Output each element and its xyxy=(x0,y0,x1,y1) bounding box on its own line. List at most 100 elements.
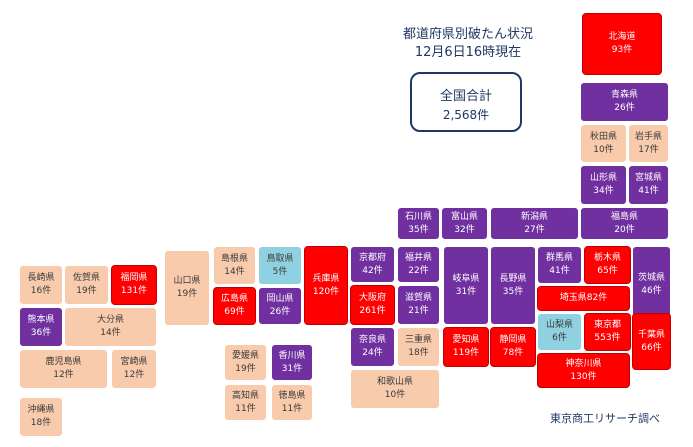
prefecture-name: 新潟県 xyxy=(520,211,548,222)
prefecture-tottori: 鳥取県 5件 xyxy=(258,246,302,285)
prefecture-wakayama: 和歌山県 10件 xyxy=(350,369,440,409)
prefecture-yamanashi: 山梨県 6件 xyxy=(537,313,582,351)
prefecture-tokyo: 東京都 553件 xyxy=(584,313,631,351)
prefecture-count: 41件 xyxy=(549,266,570,276)
prefecture-count: 6件 xyxy=(552,333,567,343)
prefecture-name: 長野県 xyxy=(499,273,527,284)
prefecture-aomori: 青森県 26件 xyxy=(580,82,669,122)
prefecture-nagano: 長野県 35件 xyxy=(490,246,536,325)
prefecture-kanagawa: 神奈川県 130件 xyxy=(537,353,630,388)
prefecture-yamaguchi: 山口県 19件 xyxy=(164,250,210,326)
prefecture-name: 埼玉県 xyxy=(559,293,587,303)
prefecture-count: 69件 xyxy=(224,307,245,317)
prefecture-name: 鳥取県 xyxy=(266,253,294,264)
prefecture-count: 20件 xyxy=(614,224,635,235)
prefecture-count: 10件 xyxy=(384,390,406,400)
prefecture-name: 北海道 xyxy=(608,32,636,42)
prefecture-count: 119件 xyxy=(452,348,480,358)
prefecture-name: 愛媛県 xyxy=(231,350,259,361)
prefecture-name: 東京都 xyxy=(593,320,621,330)
prefecture-niigata: 新潟県 27件 xyxy=(490,207,579,240)
prefecture-count: 11件 xyxy=(235,403,256,414)
prefecture-name: 青森県 xyxy=(610,90,638,100)
prefecture-count: 36件 xyxy=(30,328,52,338)
prefecture-count: 24件 xyxy=(362,348,383,358)
prefecture-count: 17件 xyxy=(638,144,659,155)
prefecture-ibaraki: 茨城県 46件 xyxy=(632,246,671,324)
prefecture-name: 福井県 xyxy=(404,252,432,263)
prefecture-name: 鹿児島県 xyxy=(45,357,82,367)
prefecture-name: 栃木県 xyxy=(593,253,621,263)
prefecture-count: 78件 xyxy=(502,348,524,358)
prefecture-hiroshima: 広島県 69件 xyxy=(213,287,256,325)
prefecture-count: 35件 xyxy=(408,224,429,235)
total-label: 全国合計 xyxy=(439,89,492,104)
prefecture-name: 茨城県 xyxy=(637,273,665,283)
prefecture-count: 19件 xyxy=(76,286,97,296)
prefecture-okayama: 岡山県 26件 xyxy=(258,287,302,325)
prefecture-miyagi: 宮城県 41件 xyxy=(628,165,669,205)
prefecture-tochigi: 栃木県 65件 xyxy=(584,246,631,284)
prefecture-count: 19件 xyxy=(176,289,198,299)
prefecture-shizuoka: 静岡県 78件 xyxy=(490,327,536,367)
prefecture-yamagata: 山形県 34件 xyxy=(580,165,627,205)
prefecture-count: 5件 xyxy=(272,266,288,277)
prefecture-count: 14件 xyxy=(224,266,245,277)
prefecture-hyogo: 兵庫県 120件 xyxy=(304,246,348,325)
prefecture-kagawa: 香川県 31件 xyxy=(271,344,313,381)
prefecture-count: 34件 xyxy=(593,186,614,196)
prefecture-name: 滋賀県 xyxy=(404,293,432,303)
prefecture-count: 18件 xyxy=(30,418,52,428)
prefecture-name: 愛知県 xyxy=(452,335,480,345)
prefecture-count: 261件 xyxy=(359,306,386,316)
prefecture-aichi: 愛知県 119件 xyxy=(443,327,489,367)
prefecture-name: 山梨県 xyxy=(545,320,573,330)
source-credit: 東京商工リサーチ調べ xyxy=(550,412,660,425)
prefecture-count: 12件 xyxy=(123,370,145,380)
prefecture-mie: 三重県 18件 xyxy=(397,327,440,367)
prefecture-name: 兵庫県 xyxy=(312,273,340,284)
prefecture-count: 16件 xyxy=(30,286,52,296)
prefecture-count: 131件 xyxy=(120,286,148,296)
prefecture-name: 石川県 xyxy=(404,211,432,222)
prefecture-name: 山口県 xyxy=(173,276,201,286)
prefecture-name: 大阪府 xyxy=(358,293,386,303)
prefecture-oita: 大分県 14件 xyxy=(64,307,157,347)
prefecture-ishikawa: 石川県 35件 xyxy=(397,207,440,240)
prefecture-name: 山形県 xyxy=(589,173,617,183)
prefecture-nagasaki: 長崎県 16件 xyxy=(19,265,63,305)
prefecture-count: 42件 xyxy=(362,265,383,276)
prefecture-count: 41件 xyxy=(638,186,659,196)
prefecture-count: 32件 xyxy=(454,224,475,235)
prefecture-name: 群馬県 xyxy=(545,253,573,263)
prefecture-count: 26件 xyxy=(269,307,291,317)
prefecture-name: 大分県 xyxy=(96,315,124,325)
prefecture-count: 10件 xyxy=(593,144,614,155)
prefecture-count: 12件 xyxy=(53,370,74,380)
prefecture-miyazaki: 宮崎県 12件 xyxy=(111,349,157,389)
prefecture-name: 徳島県 xyxy=(278,390,306,401)
prefecture-count: 22件 xyxy=(408,265,429,276)
prefecture-name: 岩手県 xyxy=(634,131,662,142)
as-of-date: 12月6日16時現在 xyxy=(414,45,522,60)
prefecture-name: 和歌山県 xyxy=(376,377,413,387)
prefecture-hokkaido: 北海道 93件 xyxy=(582,13,662,75)
prefecture-tokushima: 徳島県 11件 xyxy=(271,384,313,421)
prefecture-nara: 奈良県 24件 xyxy=(350,327,395,367)
prefecture-count: 19件 xyxy=(235,363,256,374)
prefecture-kagoshima: 鹿児島県 12件 xyxy=(19,349,108,389)
prefecture-name: 岡山県 xyxy=(266,294,294,304)
prefecture-name: 宮崎県 xyxy=(120,357,148,367)
prefecture-name: 福島県 xyxy=(610,211,638,222)
prefecture-toyama: 富山県 32件 xyxy=(441,207,488,240)
prefecture-fukui: 福井県 22件 xyxy=(397,246,440,283)
prefecture-gunma: 群馬県 41件 xyxy=(537,246,582,284)
prefecture-ehime: 愛媛県 19件 xyxy=(224,344,267,381)
prefecture-count: 31件 xyxy=(281,363,303,374)
prefecture-name: 千葉県 xyxy=(637,329,665,340)
prefecture-okinawa: 沖縄県 18件 xyxy=(19,397,63,437)
prefecture-count: 553件 xyxy=(594,333,621,343)
prefecture-name: 長崎県 xyxy=(27,273,55,283)
prefecture-name: 佐賀県 xyxy=(72,273,100,283)
prefecture-chiba: 千葉県 66件 xyxy=(632,313,671,370)
